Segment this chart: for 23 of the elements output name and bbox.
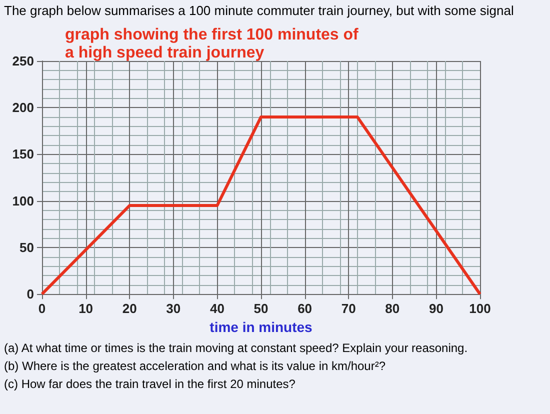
x-tick-label: 30 bbox=[166, 301, 181, 316]
x-tick-label: 10 bbox=[78, 301, 94, 316]
x-tick-label: 90 bbox=[428, 301, 444, 316]
x-tick-label: 40 bbox=[210, 301, 224, 316]
x-tick-label: 70 bbox=[341, 301, 356, 316]
text: (b) Where is the greatest acceleration and what is its value in km/hour²? bbox=[3, 358, 387, 375]
y-tick-label: 50 bbox=[20, 240, 34, 255]
y-tick-label: 150 bbox=[12, 146, 34, 162]
text: The graph below summarises a 100 minute commuter train journey, but with some signal bbox=[3, 2, 515, 20]
y-tick-label: 100 bbox=[12, 193, 34, 208]
y-tick-label: 0 bbox=[26, 286, 34, 302]
x-axis-title: time in minutes bbox=[210, 319, 313, 335]
y-tick-label: 250 bbox=[12, 54, 34, 68]
x-tick-label: 20 bbox=[122, 301, 137, 316]
x-tick-label: 80 bbox=[385, 301, 400, 316]
x-tick-label: 60 bbox=[298, 301, 312, 316]
text: (a) At what time or times is the train moving at constant speed? Explain your reasoning. bbox=[3, 340, 469, 357]
chart-title: graph showing the first 100 minutes of a high speed train journey bbox=[65, 26, 363, 62]
text: (c) How far does the train travel in the first 20 minutes? bbox=[3, 376, 296, 393]
x-tick-label: 50 bbox=[254, 301, 268, 316]
y-tick-label: 200 bbox=[12, 100, 34, 116]
x-tick-label: 100 bbox=[469, 301, 491, 316]
x-tick-label: 0 bbox=[38, 301, 46, 316]
